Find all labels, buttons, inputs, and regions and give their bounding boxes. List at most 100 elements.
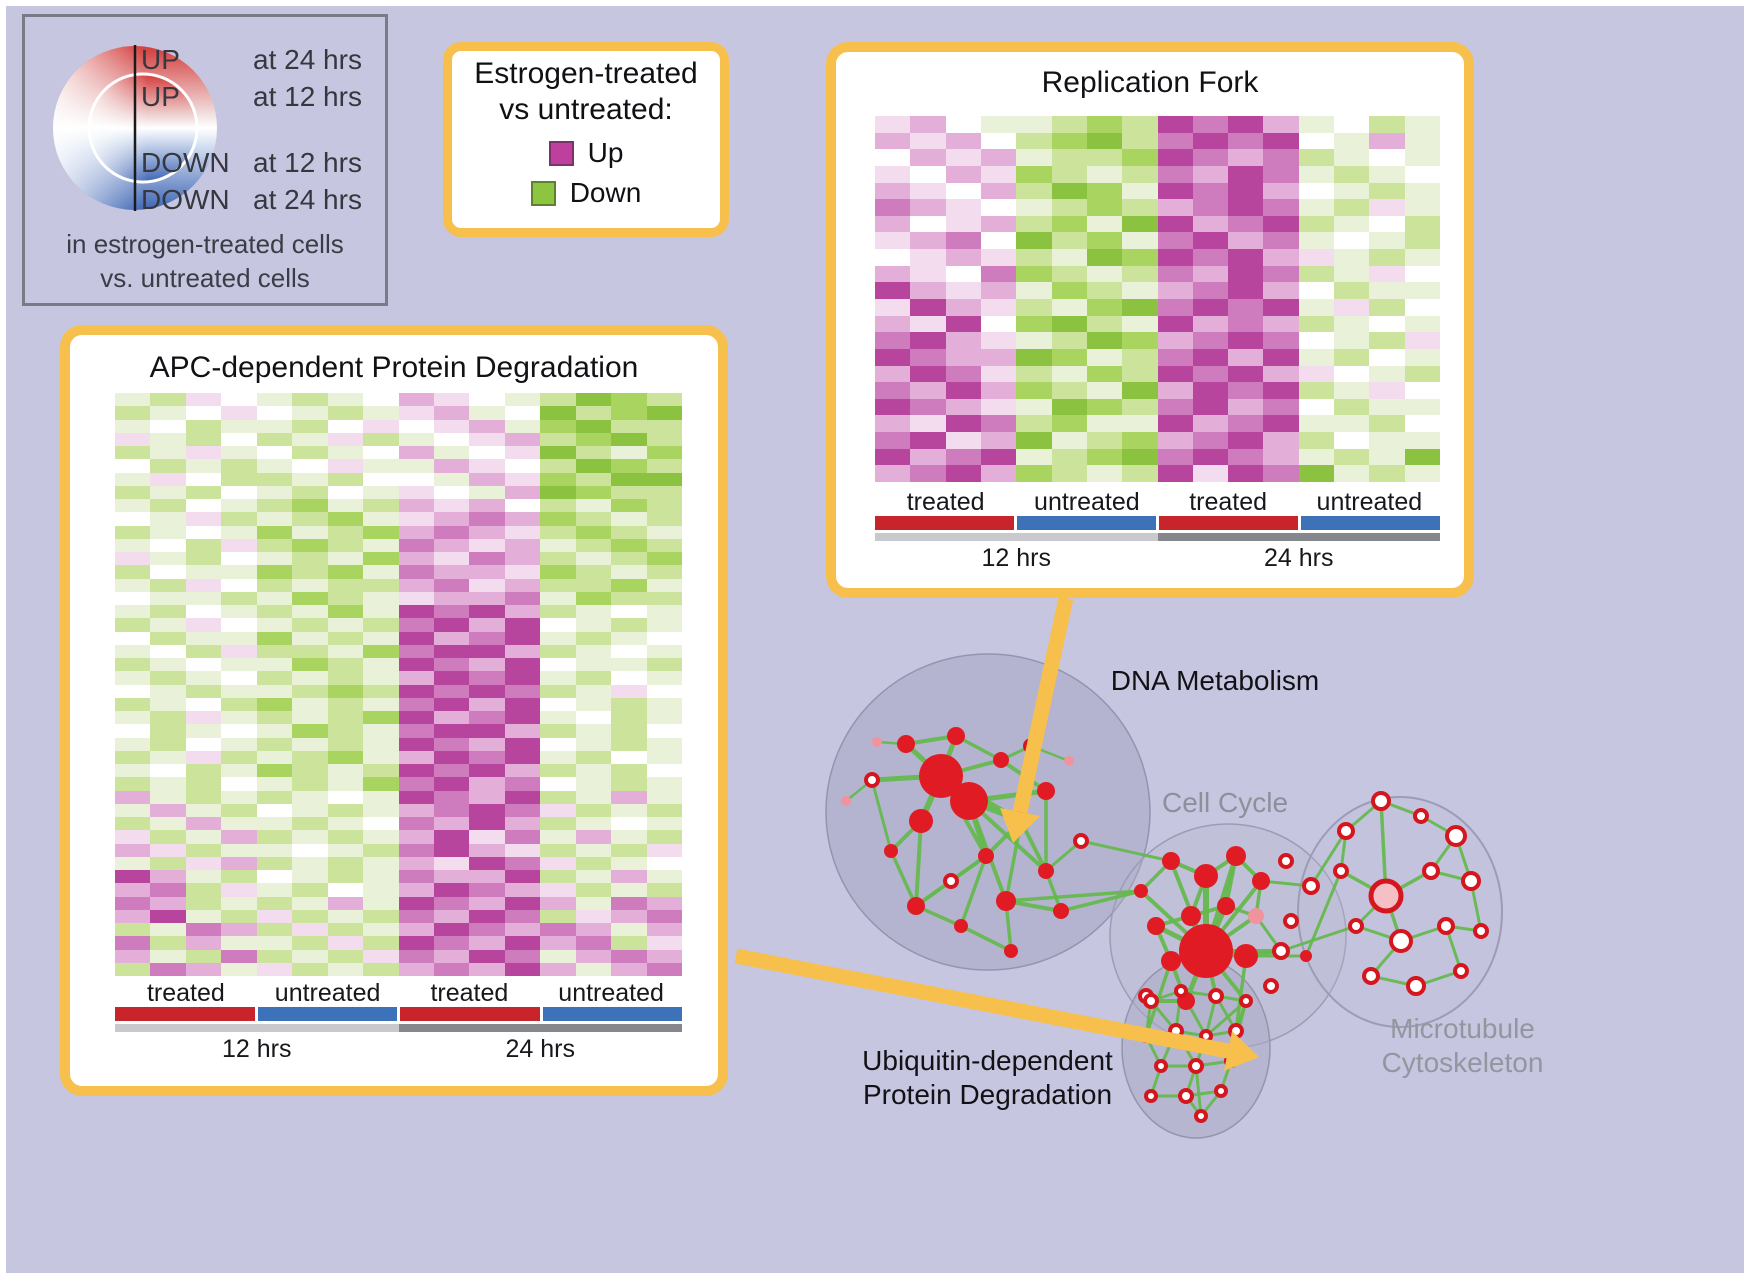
heatmap-cell (1298, 465, 1335, 482)
heatmap-cell (1228, 199, 1264, 216)
heatmap-cell (1122, 382, 1158, 399)
heatmap-cell (1086, 465, 1123, 482)
heatmap-cell (469, 432, 505, 446)
heatmap-cell (1263, 116, 1299, 133)
heatmap-cell (115, 962, 151, 976)
heatmap-cell (611, 923, 647, 937)
heatmap-cell (363, 764, 399, 778)
heatmap-cell (221, 830, 257, 844)
heatmap-cell (398, 711, 434, 725)
heatmap-cell (980, 465, 1017, 482)
heatmap-cell (504, 737, 541, 751)
heatmap-cell (221, 777, 257, 791)
heatmap-cell (363, 737, 399, 751)
heatmap-cell (256, 777, 293, 791)
heatmap-cell (646, 764, 682, 778)
heatmap-cell (115, 764, 151, 778)
heatmap-cell (150, 750, 186, 764)
heatmap-cell (115, 432, 151, 446)
heatmap-cell (327, 896, 364, 910)
heatmap-cell (185, 393, 222, 407)
heatmap-cell (469, 777, 505, 791)
heatmap-cell (221, 446, 257, 460)
heatmap-cell (398, 803, 434, 817)
heatmap-cell (433, 485, 470, 499)
heatmap-cell (1051, 249, 1087, 266)
heatmap-cell (1051, 232, 1087, 250)
heatmap-cell (1051, 465, 1087, 482)
heatmap-cell (1369, 299, 1405, 316)
heatmap-cell (398, 618, 434, 632)
heatmap-cell (433, 909, 470, 923)
heatmap-cell (363, 499, 399, 513)
heatmap-cell (945, 398, 981, 416)
heatmap-cell (1157, 282, 1193, 299)
heatmap-cell (1334, 382, 1370, 399)
heatmap-cell (540, 658, 576, 672)
heatmap-cell (540, 856, 576, 870)
heatmap-cell (292, 843, 328, 857)
heatmap-cell (150, 578, 186, 592)
heatmap-cell (646, 658, 682, 672)
heatmap-cell (150, 936, 186, 950)
heatmap-cell (327, 552, 364, 566)
heatmap-cell (327, 605, 364, 619)
cluster-label-dna-metabolism: DNA Metabolism (1110, 665, 1320, 696)
heatmap-cell (469, 671, 505, 685)
heatmap-cell (1122, 149, 1158, 166)
heatmap-cell (1122, 215, 1158, 233)
heatmap-cell (398, 485, 434, 499)
heatmap-cell (1122, 299, 1158, 316)
heatmap-cell (398, 936, 434, 950)
heatmap-cell (256, 578, 293, 592)
heatmap-cell (1016, 149, 1052, 166)
heatmap-cell (540, 936, 576, 950)
heatmap-cell (1016, 432, 1052, 449)
heatmap-cell (221, 724, 257, 738)
heatmap-cell (398, 565, 434, 579)
heatmap-cell (980, 299, 1017, 316)
heatmap-cell (292, 446, 328, 460)
heatmap-cell (433, 406, 470, 420)
apc-panel-title: APC-dependent Protein Degradation (149, 351, 639, 384)
heatmap-cell (1086, 432, 1123, 449)
heatmap-cell (185, 909, 222, 923)
heatmap-cell (646, 591, 682, 605)
heatmap-cell (150, 419, 186, 433)
heatmap-cell (1369, 249, 1405, 266)
heatmap-cell (115, 790, 151, 804)
heatmap-cell (398, 923, 434, 937)
heatmap-cell (540, 406, 576, 420)
heatmap-cell (910, 415, 946, 433)
heatmap-cell (150, 711, 186, 725)
heatmap-cell (469, 644, 505, 658)
ubiquitin-label-line1: Ubiquitin-dependent (862, 1045, 1113, 1076)
heatmap-cell (1298, 332, 1335, 349)
heatmap-cell (433, 472, 470, 486)
heatmap-cell (150, 949, 186, 963)
heatmap-cell (1298, 232, 1335, 250)
heatmap-cell (1334, 132, 1370, 150)
heatmap-cell (185, 512, 222, 526)
heatmap-cell (575, 499, 612, 513)
heatmap-cell (646, 631, 682, 645)
heatmap-cell (1298, 116, 1335, 133)
heatmap-cell (646, 750, 682, 764)
heatmap-cell (327, 406, 364, 420)
heatmap-cell (1192, 432, 1229, 449)
heatmap-cell (1404, 199, 1440, 216)
heatmap-cell (1334, 415, 1370, 433)
heatmap-cell (1404, 265, 1440, 283)
heatmap-cell (910, 232, 946, 250)
heatmap-cell (540, 697, 576, 711)
heatmap-cell (1228, 398, 1264, 416)
heatmap-cell (1228, 382, 1264, 399)
heatmap-cell (363, 512, 399, 526)
heatmap-cell (292, 432, 328, 446)
heatmap-cell (611, 432, 647, 446)
heatmap-cell (327, 525, 364, 539)
heatmap-cell (363, 750, 399, 764)
heatmap-cell (398, 843, 434, 857)
heatmap-cell (292, 499, 328, 513)
heatmap-cell (611, 618, 647, 632)
